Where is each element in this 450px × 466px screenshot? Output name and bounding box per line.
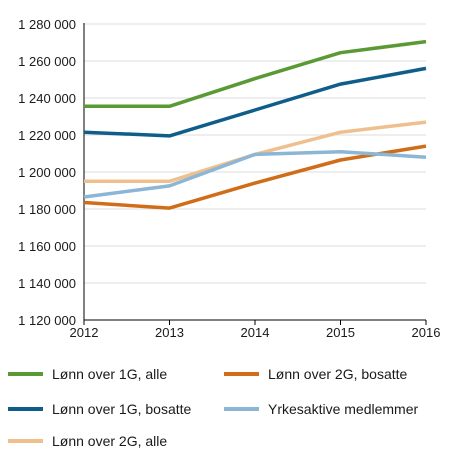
y-tick-label: 1 280 000 [18,17,76,32]
x-tick-label: 2013 [155,325,184,340]
y-tick-label: 1 180 000 [18,202,76,217]
y-tick-label: 1 240 000 [18,91,76,106]
legend-label: Lønn over 2G, bosatte [268,366,408,382]
series-line [83,66,427,138]
y-tick-label: 1 200 000 [18,165,76,180]
x-tick-label: 2015 [326,325,355,340]
series-line [83,144,427,210]
legend-label: Yrkesaktive medlemmer [268,401,418,417]
legend: Lønn over 1G, alle Lønn over 2G, bosatte L… [8,366,418,449]
legend-label: Lønn over 2G, alle [52,433,167,449]
y-tick-label: 1 140 000 [18,276,76,291]
x-tick-label: 2016 [412,325,441,340]
x-tick-label: 2012 [70,325,99,340]
series-lines [83,39,427,210]
series-line [84,39,427,109]
legend-label: Lønn over 1G, alle [52,366,167,382]
y-tick-label: 1 260 000 [18,54,76,69]
y-tick-label: 1 220 000 [18,128,76,143]
x-tick-label: 2014 [241,325,270,340]
legend-label: Lønn over 1G, bosatte [52,401,192,417]
x-axis-tick-labels: 2012 2013 2014 2015 2016 [70,320,441,340]
y-axis-tick-labels: 1 120 000 1 140 000 1 160 000 1 180 000 1 20… [18,17,76,328]
y-tick-label: 1 160 000 [18,239,76,254]
y-tick-label: 1 120 000 [18,313,76,328]
series-line [83,149,427,199]
